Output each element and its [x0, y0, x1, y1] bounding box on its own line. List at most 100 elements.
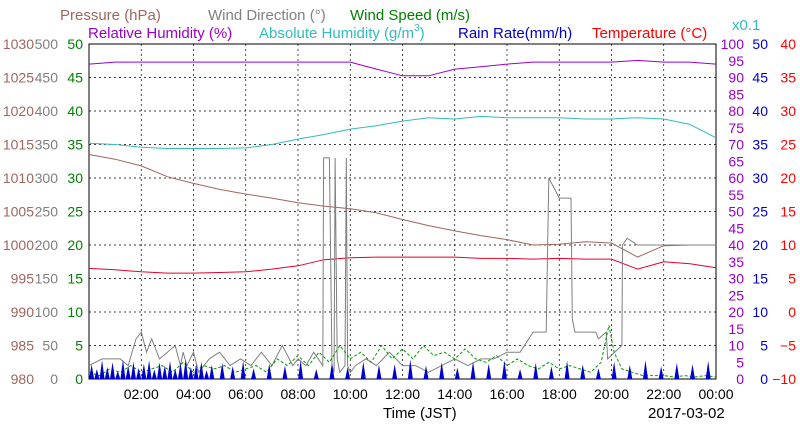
rain-rate-spike: [580, 364, 586, 379]
y-tick-humidity: 20: [728, 304, 744, 320]
rain-rate-spike: [136, 368, 142, 379]
rain-rate-spike: [642, 360, 648, 379]
rain-rate-spike: [183, 359, 189, 379]
legend-rain-rate: Rain Rate(mm/h): [458, 25, 572, 42]
x-tick: 18:00: [542, 386, 577, 402]
y-tick-wind-direction: 300: [35, 170, 59, 186]
rain-rate-spike: [486, 363, 492, 379]
y-tick-wind-speed: 25: [67, 204, 83, 220]
y-tick-wind-speed: 20: [67, 237, 83, 253]
x-tick: 22:00: [646, 386, 681, 402]
y-tick-temperature: 20: [780, 170, 796, 186]
y-tick-wind-direction: 500: [35, 36, 59, 52]
y-tick-humidity: 25: [728, 287, 744, 303]
legend-temperature: Temperature (°C): [592, 25, 707, 42]
rain-rate-spike: [110, 362, 116, 379]
rain-rate-spike: [230, 366, 236, 379]
rain-rate-spike: [146, 360, 152, 379]
series-pressure: [88, 154, 716, 258]
x-tick: 16:00: [489, 386, 524, 402]
y-tick-pressure: 995: [11, 271, 35, 287]
rain-rate-spike: [407, 359, 413, 379]
y-tick-wind-direction: 50: [42, 338, 58, 354]
y-tick-wind-direction: 250: [35, 204, 59, 220]
rain-rate-spike: [141, 363, 147, 379]
rain-rate-spike: [162, 365, 168, 379]
legend-pressure: Pressure (hPa): [60, 7, 161, 24]
x-axis-label: Time (JST): [383, 405, 457, 422]
y-tick-rain-rate: 45: [752, 70, 768, 86]
y-tick-wind-speed: 45: [67, 70, 83, 86]
rain-rate-spike: [313, 368, 319, 379]
rain-rate-spike: [125, 365, 131, 379]
rain-rate-spike: [130, 361, 136, 379]
rain-rate-spike: [501, 360, 507, 379]
y-tick-humidity: 0: [736, 371, 744, 387]
rain-rate-spike: [611, 361, 617, 379]
y-tick-humidity: 10: [728, 338, 744, 354]
y-tick-humidity: 5: [736, 354, 744, 370]
y-tick-pressure: 1010: [3, 170, 34, 186]
rain-rate-spike: [658, 366, 664, 379]
y-tick-wind-speed: 15: [67, 271, 83, 287]
y-tick-pressure: 1020: [3, 103, 34, 119]
y-tick-humidity: 60: [728, 170, 744, 186]
series-relative-humidity: [88, 59, 717, 77]
y-tick-rain-rate: 20: [752, 237, 768, 253]
rain-rate-spike: [177, 362, 183, 379]
y-tick-pressure: 1025: [3, 70, 34, 86]
rain-rate-spike: [240, 360, 246, 379]
y-tick-wind-speed: 30: [67, 170, 83, 186]
y-tick-temperature: −5: [780, 338, 796, 354]
rain-rate-spike: [172, 368, 178, 379]
rain-rate-spike: [689, 364, 695, 379]
rain-rate-spike: [595, 368, 601, 379]
rain-rate-spike: [439, 362, 445, 379]
y-tick-humidity: 35: [728, 254, 744, 270]
series-temperature: [88, 256, 717, 274]
y-tick-humidity: 40: [728, 237, 744, 253]
y-tick-rain-rate: 25: [752, 204, 768, 220]
y-tick-wind-direction: 200: [35, 237, 59, 253]
rain-rate-spike: [360, 361, 366, 379]
rain-rate-spike: [104, 366, 110, 379]
y-tick-pressure: 1030: [3, 36, 34, 52]
rain-rate-spike: [533, 362, 539, 379]
y-tick-wind-direction: 450: [35, 70, 59, 86]
series-absolute-humidity: [88, 115, 717, 149]
y-axes: 1030102510201015101010051000995990985980…: [3, 36, 796, 387]
y-tick-humidity: 45: [728, 220, 744, 236]
rain-rate-spike: [266, 363, 272, 379]
y-tick-temperature: 15: [780, 204, 796, 220]
y-tick-rain-rate: 50: [752, 36, 768, 52]
rain-rate-spike: [94, 368, 100, 379]
y-tick-pressure: 1005: [3, 204, 34, 220]
x-tick: 08:00: [280, 386, 315, 402]
chart-date: 2017-03-02: [648, 405, 725, 422]
rain-rate-spike: [115, 370, 121, 379]
y-tick-humidity: 75: [728, 120, 744, 136]
legend-relative-humidity: Relative Humidity (%): [88, 25, 232, 42]
y-tick-rain-rate: 5: [760, 338, 768, 354]
series-wind-direction: [88, 157, 716, 374]
y-tick-wind-direction: 100: [35, 304, 59, 320]
y-tick-wind-direction: 400: [35, 103, 59, 119]
y-tick-humidity: 65: [728, 153, 744, 169]
rain-rate-spike: [89, 364, 95, 379]
y-tick-wind-speed: 5: [75, 338, 83, 354]
y-tick-pressure: 990: [11, 304, 35, 320]
rain-rate-spike: [251, 368, 257, 379]
rain-rate-spike: [151, 369, 157, 379]
y-tick-wind-speed: 35: [67, 137, 83, 153]
x-tick: 00:00: [698, 386, 733, 402]
y-tick-wind-direction: 0: [50, 371, 58, 387]
rain-rate-spike: [209, 364, 215, 379]
x-tick: 10:00: [333, 386, 368, 402]
y-tick-temperature: 5: [788, 271, 796, 287]
y-tick-pressure: 985: [11, 338, 35, 354]
rain-rate-spike: [705, 360, 711, 379]
y-tick-wind-speed: 0: [75, 371, 83, 387]
rain-rate-spike: [376, 364, 382, 379]
rain-rate-spike: [204, 370, 210, 379]
